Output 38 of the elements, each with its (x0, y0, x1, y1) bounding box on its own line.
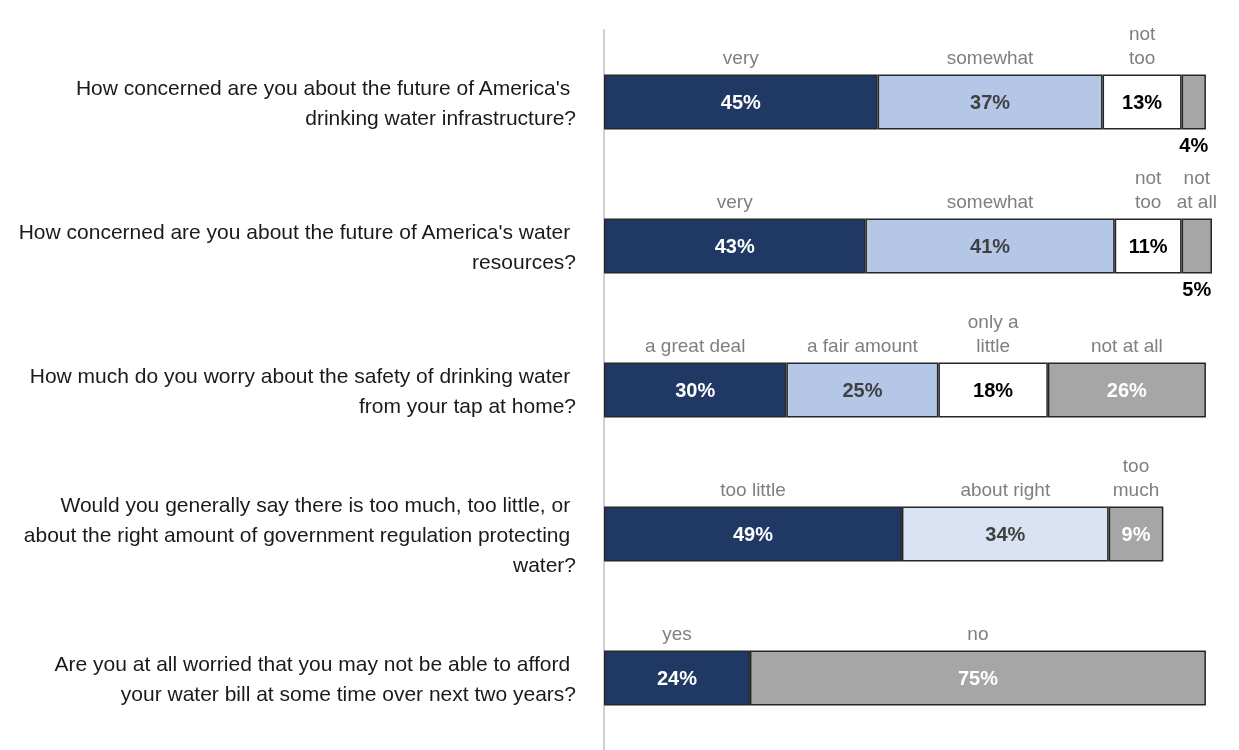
data-label: 34% (985, 523, 1026, 545)
annotation: very (716, 191, 754, 212)
annotation: a fair amount (806, 335, 919, 356)
annotation: not too (1134, 167, 1163, 212)
y-tick-label: How concerned are you about the future of America's water resources? (18, 219, 576, 273)
data-label: 26% (1106, 379, 1148, 401)
data-label: 37% (970, 91, 1011, 113)
data-label: 24% (656, 667, 698, 689)
data-label: 18% (973, 379, 1014, 401)
annotation: about right (960, 479, 1051, 500)
data-label: 49% (732, 523, 774, 545)
data-label: 30% (675, 379, 716, 401)
annotation: only a little (967, 311, 1019, 356)
data-label: 45% (720, 91, 762, 113)
data-label: 9% (1121, 523, 1151, 545)
annotation: not too (1128, 23, 1156, 68)
data-label: 75% (957, 667, 999, 689)
annotation: not at all (1090, 335, 1163, 356)
annotation: not at all (1176, 167, 1217, 212)
data-label: 11% (1128, 235, 1168, 257)
annotation: yes (662, 623, 692, 644)
data-label: 25% (842, 379, 883, 401)
y-tick-label: Are you at all worried that you may not be able to afford your water bill at some time over next two years? (54, 651, 576, 705)
annotation: too little (720, 479, 786, 500)
data-label: 13% (1122, 91, 1163, 113)
annotation: somewhat (946, 191, 1035, 212)
data-label: 41% (970, 235, 1011, 257)
data-label: 5% (1182, 277, 1212, 300)
annotation: a great deal (645, 335, 746, 356)
y-tick-label: How much do you worry about the safety of drinking water from your tap at home? (29, 363, 576, 417)
annotation: no (967, 623, 989, 644)
annotation: somewhat (946, 47, 1035, 68)
annotation: very (722, 47, 760, 68)
y-tick-label: How concerned are you about the future of America's drinking water infrastructure? (75, 75, 576, 129)
data-label: 4% (1179, 133, 1209, 156)
annotation: too much (1112, 455, 1160, 500)
y-tick-label: Would you generally say there is too much, too little, or about the right amount of government regulation protecting water? (23, 492, 576, 576)
data-label: 43% (714, 235, 755, 257)
